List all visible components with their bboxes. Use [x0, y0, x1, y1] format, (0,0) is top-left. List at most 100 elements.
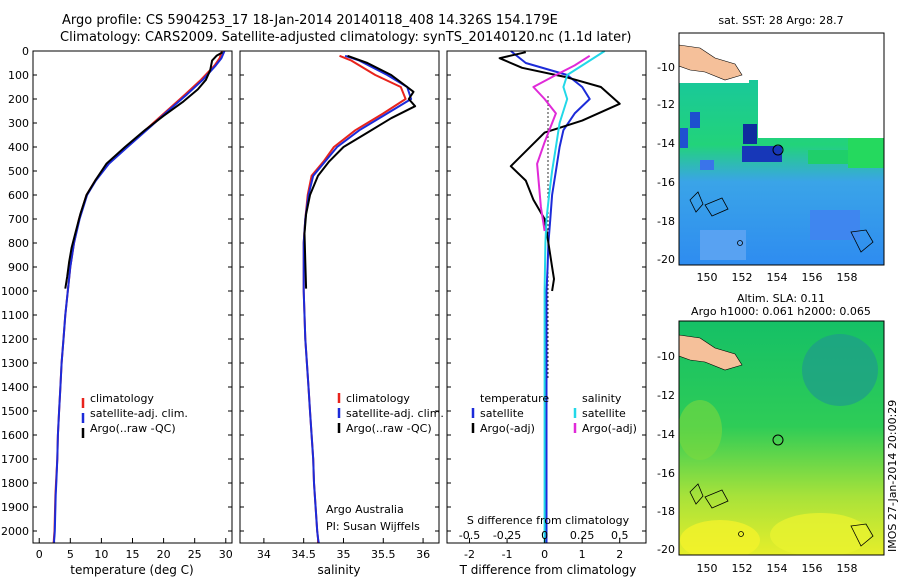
legend-t-satellite: satellite: [480, 407, 524, 420]
sst-ytick: -14: [657, 137, 675, 150]
difference-xtick-label: -1: [502, 548, 513, 561]
difference-xtick-label: -2: [464, 548, 475, 561]
difference-series-satellite-0: [510, 50, 591, 543]
difference-legend-temperature: temperature satellite Argo(-adj): [471, 392, 549, 435]
depth-ytick-label: 600: [8, 189, 29, 202]
temperature-series-argo-2: [64, 51, 224, 289]
salinity-xlabel: salinity: [317, 563, 360, 577]
temperature-legend: climatology satellite-adj. clim. Argo(..…: [81, 392, 188, 438]
legend-climatology: climatology: [90, 392, 154, 405]
salinity-legend: climatology satellite-adj. clim. Argo(..…: [337, 392, 444, 435]
difference-xtick-label: 0: [541, 548, 548, 561]
depth-ytick-label: 800: [8, 237, 29, 250]
title-line-1: Argo profile: CS 5904253_17 18-Jan-2014 …: [62, 13, 558, 28]
depth-ytick-label: 900: [8, 261, 29, 274]
temperature-xtick-label: 5: [67, 548, 74, 561]
imos-timestamp: IMOS 27-Jan-2014 20:00:29: [886, 400, 899, 552]
sst-ytick: -10: [657, 61, 675, 74]
temperature-axes-frame: [32, 50, 233, 544]
sla-xtick: 156: [802, 562, 823, 575]
temperature-xtick-label: 30: [219, 548, 233, 561]
depth-ytick-label: 100: [8, 69, 29, 82]
depth-ytick-label: 1100: [1, 309, 29, 322]
temperature-series-climatology-0: [52, 50, 223, 544]
temperature-xlabel: temperature (deg C): [70, 563, 193, 577]
depth-ytick-label: 1600: [1, 429, 29, 442]
sla-ytick: -16: [657, 467, 675, 480]
sst-xtick: 158: [837, 271, 858, 284]
depth-ytick-label: 400: [8, 141, 29, 154]
sst-ytick: -20: [657, 253, 675, 266]
sst-xtick: 154: [767, 271, 788, 284]
salinity-xtick-label: 34: [257, 548, 271, 561]
legend-t-argo: Argo(-adj): [480, 422, 535, 435]
depth-ytick-label: 1300: [1, 357, 29, 370]
difference-series: [498, 50, 621, 543]
sla-ytick: -20: [657, 543, 675, 556]
title-line-2: Climatology: CARS2009. Satellite-adjuste…: [60, 30, 632, 45]
sla-map-title-1: Altim. SLA: 0.11: [737, 292, 825, 305]
sst-map-frame: [678, 32, 885, 266]
depth-ytick-label: 200: [8, 93, 29, 106]
sla-ytick: -10: [657, 350, 675, 363]
temperature-panel: 0 5 10 15 20 25 300100200300400500600700800900…: [1, 45, 233, 577]
salinity-xtick-label: 34.5: [291, 548, 316, 561]
salinity-series-climatology-0: [302, 54, 407, 543]
sst-xtick: 150: [697, 271, 718, 284]
sst-xtick: 156: [802, 271, 823, 284]
temperature-xtick-label: 10: [94, 548, 108, 561]
sst-xtick: 152: [732, 271, 753, 284]
sst-map-title: sat. SST: 28 Argo: 28.7: [718, 14, 843, 27]
legend-s-satellite: satellite: [582, 407, 626, 420]
difference-xtick-label: 1: [579, 548, 586, 561]
difference-top-tick-label: 0.25: [570, 529, 595, 542]
depth-ytick-label: 1700: [1, 453, 29, 466]
salinity-series: [302, 54, 417, 544]
sla-map-title-2: Argo h1000: 0.061 h2000: 0.065: [691, 305, 871, 318]
sla-xtick: 158: [837, 562, 858, 575]
temperature-xtick-label: 15: [126, 548, 140, 561]
temperature-xtick-label: 25: [188, 548, 202, 561]
legend-satellite: satellite-adj. clim.: [90, 407, 188, 420]
sla-map-ticks: -10 -12 -14 -16 -18 -20 150 152 154 156 …: [657, 350, 857, 575]
legend-argo-s: Argo(..raw -QC): [346, 422, 432, 435]
depth-ytick-label: 500: [8, 165, 29, 178]
sla-map: Altim. SLA: 0.11 Argo h1000: 0.061 h2000…: [657, 292, 885, 575]
depth-ytick-label: 700: [8, 213, 29, 226]
depth-ytick-label: 0: [22, 45, 29, 58]
temperature-xtick-label: 0: [36, 548, 43, 561]
salinity-series-satellite-1: [302, 54, 413, 544]
difference-top-tick-label: -0.5: [459, 529, 480, 542]
difference-top-tick-label: 0: [541, 529, 548, 542]
salinity-panel: 34 34.5 35 35.5 36 salinity climatology sate…: [239, 50, 444, 577]
difference-series-argo_salinity-3: [532, 54, 591, 232]
salinity-xtick-label: 35: [336, 548, 350, 561]
difference-series-sat_salinity-2: [543, 50, 606, 543]
depth-ytick-label: 1000: [1, 285, 29, 298]
salinity-xtick-label: 36: [416, 548, 430, 561]
sla-xtick: 150: [697, 562, 718, 575]
sst-ytick: -18: [657, 215, 675, 228]
difference-top-label: S difference from climatology: [467, 514, 630, 527]
legend-salinity-header: salinity: [582, 392, 622, 405]
depth-ytick-label: 300: [8, 117, 29, 130]
depth-ytick-label: 2000: [1, 525, 29, 538]
legend-argo: Argo(..raw -QC): [90, 422, 176, 435]
sst-ytick: -12: [657, 98, 675, 111]
depth-ytick-label: 1500: [1, 405, 29, 418]
difference-xlabel: T difference from climatology: [459, 563, 637, 577]
annotation-argo-australia: Argo Australia: [326, 503, 404, 516]
sst-map-ticks: -10 -12 -14 -16 -18 -20 150 152 154 156 …: [657, 61, 857, 284]
depth-ytick-label: 1900: [1, 501, 29, 514]
depth-ytick-label: 1400: [1, 381, 29, 394]
sst-ytick: -16: [657, 176, 675, 189]
sla-map-frame: [678, 320, 885, 556]
legend-temperature-header: temperature: [480, 392, 549, 405]
difference-legend-salinity: salinity satellite Argo(-adj): [573, 392, 637, 435]
temperature-xtick-label: 20: [157, 548, 171, 561]
legend-s-argo: Argo(-adj): [582, 422, 637, 435]
depth-ytick-label: 1200: [1, 333, 29, 346]
legend-satellite-s: satellite-adj. clim.: [346, 407, 444, 420]
difference-xtick-label: 2: [616, 548, 623, 561]
